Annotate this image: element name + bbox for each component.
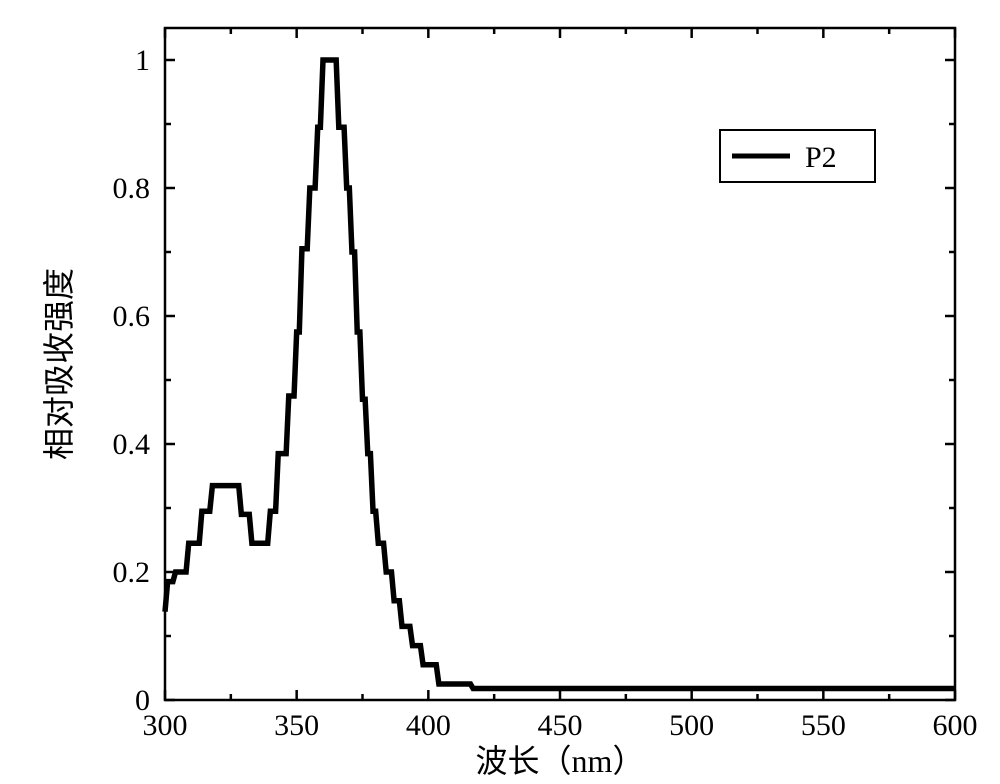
chart-container: 30035040045050055060000.20.40.60.81波长（nm…: [0, 0, 1000, 784]
y-tick-label: 0.2: [113, 556, 151, 589]
y-tick-label: 1: [135, 44, 150, 77]
absorption-chart: 30035040045050055060000.20.40.60.81波长（nm…: [0, 0, 1000, 784]
legend-label: P2: [805, 141, 837, 174]
y-tick-label: 0.6: [113, 300, 151, 333]
y-tick-label: 0.8: [113, 172, 151, 205]
x-tick-label: 450: [538, 709, 583, 742]
x-tick-label: 350: [274, 709, 319, 742]
x-tick-label: 500: [669, 709, 714, 742]
x-axis-label: 波长（nm）: [476, 743, 645, 779]
x-tick-label: 400: [406, 709, 451, 742]
y-tick-label: 0.4: [113, 428, 151, 461]
x-tick-label: 600: [933, 709, 978, 742]
y-axis-label: 相对吸收强度: [41, 268, 77, 460]
x-tick-label: 550: [801, 709, 846, 742]
y-tick-label: 0: [135, 684, 150, 717]
plot-frame: [165, 28, 955, 700]
